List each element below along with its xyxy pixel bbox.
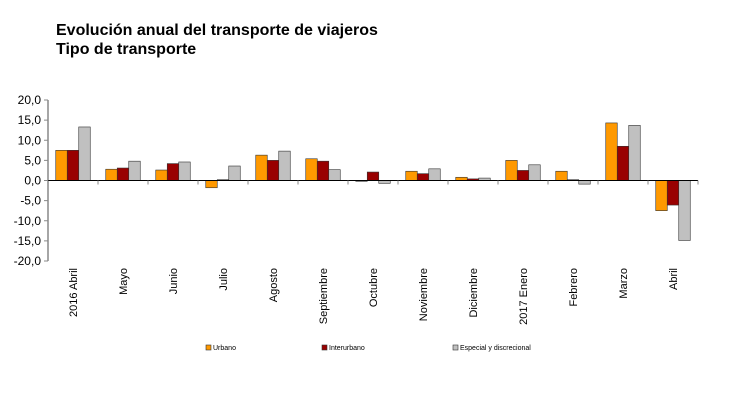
bar-urbano <box>505 160 518 181</box>
bar-interurbano <box>316 160 330 181</box>
bar-urbano <box>655 180 668 211</box>
y-tick-label: 15,0 <box>18 113 42 127</box>
x-tick-label: Mayo <box>118 268 130 295</box>
bar-especial-y-discrecional <box>178 161 191 181</box>
x-tick-label: Noviembre <box>418 268 430 321</box>
bar-especial-y-discrecional <box>578 180 591 185</box>
y-tick-label: 5,0 <box>24 153 41 167</box>
legend-label: Interurbano <box>329 345 365 352</box>
bar-urbano <box>405 170 418 181</box>
x-tick-label: 2016 Abril <box>68 268 80 317</box>
bar-especial-y-discrecional <box>428 168 441 181</box>
x-axis: 2016 Abril Mayo Junio Julio Agosto Septiembre… <box>47 180 699 325</box>
x-tick-label: Septiembre <box>318 268 330 324</box>
bar-especial-y-discrecional <box>228 165 241 181</box>
x-tick-label: Octubre <box>368 268 380 307</box>
bar-especial-y-discrecional <box>628 125 641 181</box>
bar-interurbano <box>266 160 280 181</box>
bar-interurbano <box>416 173 430 181</box>
bar-interurbano <box>666 180 680 206</box>
bar-interurbano <box>516 170 530 181</box>
bar-interurbano <box>366 171 380 181</box>
bar-interurbano <box>116 167 130 181</box>
y-tick-label: -20,0 <box>14 254 42 268</box>
bar-interurbano <box>616 145 630 181</box>
x-tick-label: Abril <box>668 268 680 290</box>
bar-urbano <box>155 169 168 181</box>
y-axis: 20,0 15,0 10,0 5,0 0,0 -5,0 -10,0 -15,0 -20,0 <box>14 93 49 268</box>
legend: Urbano Interurbano Especial y discrecional <box>205 344 531 352</box>
x-tick-label: Junio <box>168 268 180 294</box>
bar-urbano <box>105 168 118 181</box>
legend-swatch <box>205 344 212 351</box>
x-tick-label: Febrero <box>568 268 580 307</box>
y-tick-label: 20,0 <box>18 93 42 107</box>
bar-urbano <box>305 158 318 181</box>
bar-interurbano <box>166 163 180 181</box>
x-tick-label: Diciembre <box>468 268 480 318</box>
y-tick-label: -5,0 <box>20 194 41 208</box>
legend-label: Urbano <box>213 345 236 352</box>
y-tick-label: -15,0 <box>14 234 42 248</box>
bars <box>55 122 691 241</box>
bar-urbano <box>255 154 268 181</box>
bar-urbano <box>555 170 568 181</box>
y-tick-label: 10,0 <box>18 133 42 147</box>
legend-swatch <box>452 344 459 351</box>
x-tick-label: Marzo <box>618 268 630 299</box>
bar-especial-y-discrecional <box>528 164 541 181</box>
bar-especial-y-discrecional <box>328 169 341 181</box>
x-tick-label: Agosto <box>268 268 280 302</box>
y-tick-label: -10,0 <box>14 214 42 228</box>
bar-especial-y-discrecional <box>78 126 91 181</box>
x-tick-label: 2017 Enero <box>518 268 530 325</box>
y-tick-label: 0,0 <box>24 174 41 188</box>
bar-urbano <box>605 122 618 181</box>
chart-title: Evolución anual del transporte de viajer… <box>56 22 378 39</box>
legend-label: Especial y discrecional <box>460 345 531 352</box>
bar-interurbano <box>66 150 80 181</box>
bar-urbano <box>55 150 68 181</box>
bar-urbano <box>205 180 218 189</box>
chart-subtitle: Tipo de transporte <box>56 41 197 58</box>
x-tick-label: Julio <box>218 268 230 291</box>
legend-swatch <box>321 344 328 351</box>
bar-especial-y-discrecional <box>128 160 141 181</box>
bar-especial-y-discrecional <box>278 150 291 181</box>
bar-especial-y-discrecional <box>678 180 691 241</box>
